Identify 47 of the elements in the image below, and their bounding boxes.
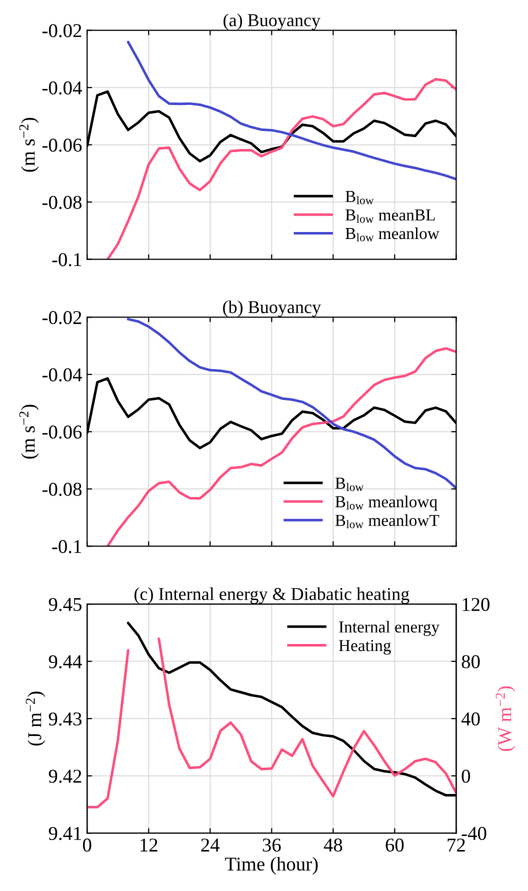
x-tick-label: 48 — [324, 838, 342, 852]
legend-label: B$_{low}$ — [346, 190, 374, 204]
legend-label: B$_{low}$ meanlowT — [335, 514, 440, 528]
x-tick-label: 24 — [201, 838, 220, 852]
y-axis-title: (m s$^{−2}$) — [19, 118, 39, 172]
line-series — [126, 40, 456, 180]
y-tick-label: 9.45 — [48, 598, 82, 612]
legend-label: B$_{low}$ meanlow — [346, 227, 440, 242]
x-tick-label: 36 — [262, 838, 281, 852]
x-axis-title: Time (hour) — [225, 856, 318, 875]
y-tick-label: 9.41 — [48, 826, 82, 840]
x-tick-label: 72 — [448, 838, 465, 852]
line-series — [106, 347, 456, 546]
y-tick-label: -0.1 — [52, 540, 82, 554]
y-tick-label: 9.43 — [48, 712, 82, 726]
x-tick-label: 0 — [83, 838, 92, 852]
y-tick-label: -0.08 — [42, 196, 82, 210]
y-axis-title: (J m$^{−2}$) — [26, 692, 46, 746]
x-tick-label: 12 — [140, 838, 158, 852]
x-tick-label: 60 — [386, 838, 404, 852]
legend-label: B$_{low}$ — [335, 478, 364, 492]
y-tick-label: -0.1 — [52, 253, 82, 266]
chart-title: (a) Buoyancy — [224, 14, 320, 30]
chart-title: (b) Buoyancy — [223, 300, 321, 317]
y2-tick-label: 80 — [462, 655, 480, 668]
legend-label: Heating — [338, 640, 391, 655]
y-tick-label: -0.04 — [42, 81, 82, 95]
y-tick-label: 9.44 — [48, 655, 82, 668]
y-tick-label: -0.02 — [42, 311, 82, 324]
y2-tick-label: 40 — [461, 712, 480, 726]
legend-label: Internal energy — [339, 620, 440, 636]
y-tick-label: -0.04 — [42, 368, 82, 382]
y-tick-label: -0.06 — [42, 138, 82, 152]
legend-label: B$_{low}$ meanBL — [346, 210, 435, 223]
y2-tick-label: 120 — [462, 598, 490, 612]
line-series — [106, 78, 456, 260]
line-series — [126, 318, 456, 490]
y-tick-label: -0.06 — [42, 426, 82, 439]
y-axis-title: (m s$^{−2}$) — [19, 404, 39, 459]
y2-tick-label: 0 — [462, 770, 470, 783]
y-tick-label: 9.42 — [48, 770, 82, 783]
y-tick-label: -0.02 — [42, 24, 82, 38]
y-tick-label: -0.08 — [42, 482, 82, 496]
y2-axis-title: (W m$^{−2}$) — [496, 686, 516, 751]
chart-title: (c) Internal energy & Diabatic heating — [134, 587, 410, 604]
legend-label: B$_{low}$ meanlowq — [335, 496, 438, 511]
y2-tick-label: -40 — [462, 826, 486, 840]
